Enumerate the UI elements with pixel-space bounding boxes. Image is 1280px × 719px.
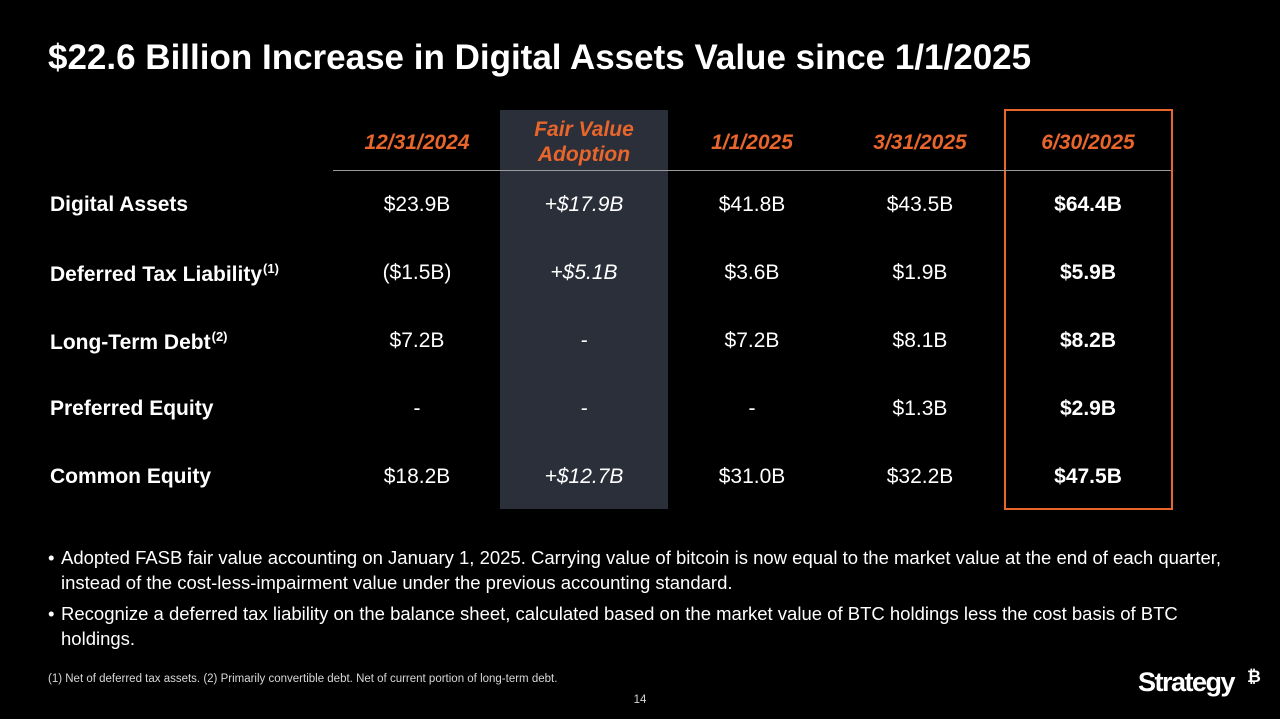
bullet-dot: • — [48, 603, 55, 624]
table-cell: +$12.7B — [544, 465, 624, 488]
table-cell: - — [580, 397, 588, 420]
table-cell: $1.9B — [892, 261, 948, 284]
table-cell: $64.4B — [1054, 193, 1122, 216]
table-cell: $8.2B — [1059, 329, 1117, 352]
footnote-ref: (1) — [263, 261, 279, 276]
column-header-fair-value-adoption: Fair Value Adoption — [500, 114, 668, 170]
table-cell: $41.8B — [718, 193, 786, 216]
slide-title: $22.6 Billion Increase in Digital Assets… — [48, 38, 1032, 77]
table-cell: +$17.9B — [544, 193, 624, 216]
column-header-line: Fair Value — [534, 118, 634, 141]
table-cell: $18.2B — [383, 465, 451, 488]
header-divider — [333, 170, 1171, 171]
page-number: 14 — [633, 694, 647, 706]
table-cell: $8.1B — [892, 329, 948, 352]
footnote-ref: (2) — [211, 329, 228, 344]
table-cell: - — [748, 397, 756, 420]
table-cell: $5.9B — [1059, 261, 1117, 284]
column-header-line: Adoption — [537, 143, 631, 166]
column-header-6-30-2025: 6/30/2025 — [1041, 130, 1135, 154]
row-label-digital-assets: Digital Assets — [50, 193, 189, 216]
row-label-common-equity: Common Equity — [50, 465, 211, 488]
table-cell: $1.3B — [892, 397, 948, 420]
bullet-dot: • — [48, 547, 55, 568]
fair-value-column-highlight — [500, 110, 668, 509]
table-cell: $47.5B — [1054, 465, 1122, 488]
bullet-list: • Adopted FASB fair value accounting on … — [48, 545, 1248, 657]
table-cell: $23.9B — [383, 193, 451, 216]
table-cell: $32.2B — [886, 465, 954, 488]
row-label-deferred-tax-liability: Deferred Tax Liability(1) — [50, 261, 279, 286]
footnote: (1) Net of deferred tax assets. (2) Prim… — [48, 673, 558, 685]
table-cell: +$5.1B — [550, 261, 618, 284]
table-cell: - — [580, 329, 588, 352]
table-cell: $31.0B — [718, 465, 786, 488]
bitcoin-mark-icon: ₿ — [1247, 667, 1261, 686]
table-cell: $43.5B — [886, 193, 954, 216]
table-cell: $7.2B — [389, 329, 445, 352]
current-quarter-column-highlight — [1004, 109, 1173, 510]
table-cell: $7.2B — [724, 329, 780, 352]
row-label-long-term-debt: Long-Term Debt(2) — [50, 329, 228, 354]
table-cell: $2.9B — [1059, 397, 1117, 420]
bullet-item: • Adopted FASB fair value accounting on … — [48, 547, 1222, 593]
column-header-1-1-2025: 1/1/2025 — [711, 130, 793, 154]
table-cell: - — [413, 397, 421, 420]
table-cell: ($1.5B) — [382, 261, 452, 284]
column-header-12-31-2024: 12/31/2024 — [364, 130, 470, 154]
column-header-3-31-2025: 3/31/2025 — [873, 130, 967, 154]
strategy-logo: Strategy — [1138, 667, 1236, 697]
row-label-preferred-equity: Preferred Equity — [50, 397, 214, 420]
table-cell: $3.6B — [724, 261, 780, 284]
bullet-item: • Recognize a deferred tax liability on … — [48, 603, 1178, 649]
